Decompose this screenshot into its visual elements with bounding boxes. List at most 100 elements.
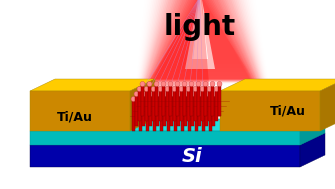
Polygon shape	[190, 0, 210, 12]
FancyBboxPatch shape	[197, 86, 200, 116]
FancyBboxPatch shape	[162, 86, 165, 116]
FancyBboxPatch shape	[142, 96, 145, 126]
Circle shape	[193, 87, 198, 91]
Circle shape	[210, 81, 215, 87]
Polygon shape	[161, 0, 243, 63]
Circle shape	[138, 97, 143, 101]
Polygon shape	[192, 0, 208, 59]
Polygon shape	[186, 0, 215, 20]
Circle shape	[144, 87, 149, 91]
Circle shape	[200, 87, 205, 91]
FancyBboxPatch shape	[160, 101, 163, 131]
Polygon shape	[30, 79, 155, 91]
Circle shape	[172, 87, 177, 91]
Circle shape	[176, 91, 181, 97]
FancyBboxPatch shape	[187, 91, 190, 121]
Circle shape	[194, 97, 199, 101]
Circle shape	[161, 81, 166, 87]
Circle shape	[147, 81, 152, 87]
Circle shape	[180, 97, 185, 101]
Circle shape	[166, 97, 171, 101]
Polygon shape	[177, 0, 225, 36]
FancyBboxPatch shape	[153, 101, 156, 131]
Polygon shape	[184, 0, 218, 24]
Circle shape	[173, 97, 178, 101]
Polygon shape	[320, 79, 335, 131]
FancyBboxPatch shape	[188, 101, 191, 131]
Circle shape	[158, 87, 163, 91]
Circle shape	[204, 91, 209, 97]
Polygon shape	[154, 0, 251, 75]
FancyBboxPatch shape	[174, 101, 177, 131]
Polygon shape	[30, 133, 325, 145]
Circle shape	[214, 87, 219, 91]
Circle shape	[196, 81, 201, 87]
Circle shape	[207, 87, 212, 91]
Circle shape	[187, 97, 192, 101]
Circle shape	[217, 81, 222, 87]
FancyBboxPatch shape	[212, 96, 215, 126]
Polygon shape	[30, 119, 325, 131]
Polygon shape	[168, 0, 236, 51]
Polygon shape	[220, 79, 335, 91]
Polygon shape	[179, 0, 223, 32]
Circle shape	[151, 87, 156, 91]
Polygon shape	[195, 0, 205, 4]
FancyBboxPatch shape	[152, 91, 155, 121]
Polygon shape	[150, 0, 255, 80]
Polygon shape	[30, 131, 300, 145]
Circle shape	[211, 91, 216, 97]
Circle shape	[162, 91, 167, 97]
Circle shape	[183, 91, 188, 97]
FancyBboxPatch shape	[191, 96, 194, 126]
Circle shape	[201, 97, 206, 101]
Polygon shape	[151, 0, 254, 80]
Circle shape	[145, 97, 150, 101]
FancyBboxPatch shape	[201, 91, 204, 121]
FancyBboxPatch shape	[148, 86, 151, 116]
Circle shape	[168, 81, 173, 87]
FancyBboxPatch shape	[155, 86, 158, 116]
FancyBboxPatch shape	[138, 91, 141, 121]
FancyBboxPatch shape	[145, 91, 148, 121]
FancyBboxPatch shape	[190, 86, 193, 116]
Polygon shape	[30, 145, 300, 167]
FancyBboxPatch shape	[198, 96, 201, 126]
Polygon shape	[165, 0, 238, 55]
Circle shape	[134, 91, 139, 97]
FancyBboxPatch shape	[208, 91, 211, 121]
Polygon shape	[154, 0, 251, 79]
FancyBboxPatch shape	[209, 101, 212, 131]
FancyBboxPatch shape	[167, 101, 170, 131]
Circle shape	[182, 81, 187, 87]
Polygon shape	[188, 0, 213, 16]
FancyBboxPatch shape	[132, 101, 135, 131]
Circle shape	[131, 97, 136, 101]
FancyBboxPatch shape	[218, 86, 221, 116]
Circle shape	[190, 91, 195, 97]
Circle shape	[140, 81, 145, 87]
Polygon shape	[163, 0, 241, 59]
Polygon shape	[175, 0, 228, 40]
FancyBboxPatch shape	[169, 86, 172, 116]
Polygon shape	[300, 133, 325, 167]
Polygon shape	[300, 119, 325, 145]
Polygon shape	[159, 0, 246, 67]
FancyBboxPatch shape	[156, 96, 159, 126]
Circle shape	[208, 97, 213, 101]
FancyBboxPatch shape	[205, 96, 208, 126]
Polygon shape	[152, 0, 253, 80]
FancyBboxPatch shape	[215, 91, 218, 121]
FancyBboxPatch shape	[181, 101, 184, 131]
FancyBboxPatch shape	[135, 96, 138, 126]
FancyBboxPatch shape	[204, 86, 207, 116]
Circle shape	[137, 87, 142, 91]
Circle shape	[165, 87, 170, 91]
Polygon shape	[185, 0, 215, 69]
Polygon shape	[155, 0, 250, 79]
FancyBboxPatch shape	[176, 86, 179, 116]
FancyBboxPatch shape	[166, 91, 169, 121]
Polygon shape	[154, 0, 251, 79]
Polygon shape	[153, 0, 252, 80]
Polygon shape	[30, 91, 130, 131]
